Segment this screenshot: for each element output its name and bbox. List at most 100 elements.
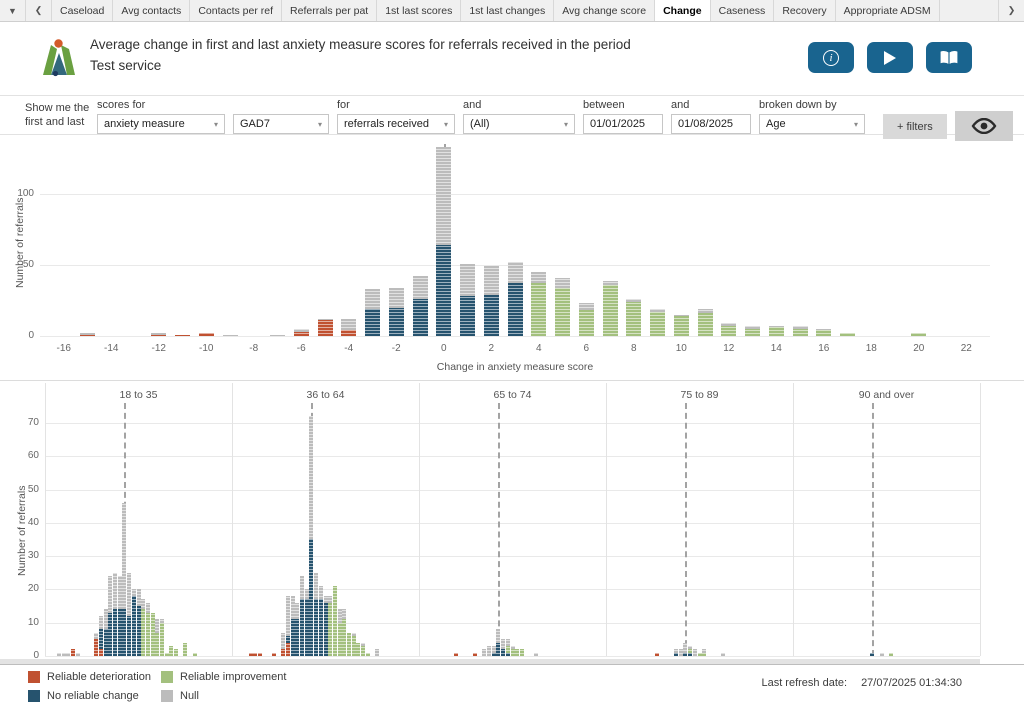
filter-input-5[interactable]: 01/08/2025 (671, 114, 751, 134)
bar-segment-no_change[interactable] (507, 283, 523, 336)
bar-segment-no_change[interactable] (122, 609, 127, 656)
tab-contacts-per-ref[interactable]: Contacts per ref (190, 0, 283, 21)
bar-segment-no_change[interactable] (436, 245, 452, 336)
bar-segment-improvement[interactable] (145, 612, 150, 656)
bar-segment-null[interactable] (602, 280, 618, 285)
bar-segment-improvement[interactable] (150, 612, 155, 656)
bar-segment-null[interactable] (510, 646, 515, 650)
bar-segment-improvement[interactable] (702, 652, 707, 656)
filter-select-3[interactable]: (All) ▾ (463, 114, 575, 134)
bar-segment-null[interactable] (290, 596, 295, 620)
bar-segment-null[interactable] (270, 334, 285, 336)
bar-segment-null[interactable] (318, 586, 323, 600)
bar-segment-no_change[interactable] (505, 652, 510, 656)
bar-segment-improvement[interactable] (745, 328, 760, 336)
bar-segment-null[interactable] (300, 576, 305, 600)
bar-segment-no_change[interactable] (304, 599, 309, 656)
bar-segment-deterioration[interactable] (293, 331, 309, 336)
bar-segment-null[interactable] (388, 287, 404, 308)
tab-caseness[interactable]: Caseness (711, 0, 775, 21)
bar-segment-improvement[interactable] (768, 327, 784, 336)
bar-segment-null[interactable] (501, 639, 506, 650)
bar-segment-no_change[interactable] (491, 652, 496, 656)
bar-segment-no_change[interactable] (99, 629, 104, 650)
bar-segment-deterioration[interactable] (286, 642, 291, 656)
bar-segment-null[interactable] (99, 616, 104, 630)
bar-segment-null[interactable] (341, 318, 357, 331)
bar-segment-null[interactable] (159, 619, 164, 623)
bar-segment-no_change[interactable] (688, 652, 693, 656)
bar-segment-null[interactable] (626, 299, 642, 302)
bar-segment-null[interactable] (113, 572, 118, 610)
bar-segment-null[interactable] (374, 649, 379, 656)
bar-segment-improvement[interactable] (360, 646, 365, 656)
bar-segment-improvement[interactable] (505, 646, 510, 653)
bar-segment-deterioration[interactable] (655, 652, 660, 656)
bar-segment-null[interactable] (281, 632, 286, 650)
bar-segment-no_change[interactable] (108, 612, 113, 656)
bar-segment-no_change[interactable] (483, 294, 499, 336)
info-button[interactable]: i (808, 42, 854, 73)
bar-segment-null[interactable] (141, 599, 146, 610)
bar-segment-improvement[interactable] (155, 632, 160, 656)
bar-segment-null[interactable] (491, 646, 496, 653)
bar-segment-null[interactable] (816, 328, 832, 331)
bar-segment-no_change[interactable] (365, 309, 380, 336)
tab-change[interactable]: Change (655, 0, 711, 21)
bar-segment-improvement[interactable] (515, 649, 520, 656)
bar-segment-deterioration[interactable] (272, 652, 277, 656)
tab-caseload[interactable]: Caseload (52, 0, 114, 21)
tab-avg-change-score[interactable]: Avg change score (554, 0, 656, 21)
bar-segment-null[interactable] (412, 276, 428, 300)
bar-segment-null[interactable] (342, 609, 347, 620)
bar-segment-null[interactable] (673, 314, 689, 317)
bar-segment-null[interactable] (80, 333, 95, 335)
tab-scroll-left-icon[interactable]: ❮ (26, 0, 52, 21)
bar-segment-null[interactable] (482, 649, 487, 656)
bar-segment-null[interactable] (436, 147, 452, 246)
bar-segment-null[interactable] (745, 326, 760, 329)
bar-segment-improvement[interactable] (337, 622, 342, 656)
bar-segment-no_change[interactable] (683, 652, 688, 656)
bar-segment-improvement[interactable] (356, 642, 361, 656)
bar-segment-deterioration[interactable] (248, 652, 253, 656)
bar-segment-null[interactable] (309, 416, 314, 540)
bar-segment-null[interactable] (304, 589, 309, 600)
horizontal-scrollbar[interactable] (0, 659, 980, 664)
bar-segment-null[interactable] (145, 602, 150, 613)
add-filters-button[interactable]: + filters (883, 114, 947, 139)
bar-segment-deterioration[interactable] (175, 334, 190, 336)
bar-segment-deterioration[interactable] (99, 649, 104, 656)
bar-segment-null[interactable] (360, 642, 365, 646)
bar-segment-no_change[interactable] (501, 649, 506, 656)
bar-segment-improvement[interactable] (688, 649, 693, 653)
bar-segment-null[interactable] (317, 318, 333, 321)
tab-menu-dropdown-icon[interactable]: ▼ (0, 0, 26, 21)
bar-segment-null[interactable] (365, 289, 380, 309)
bar-segment-no_change[interactable] (286, 636, 291, 643)
tab-1st-last-changes[interactable]: 1st last changes (461, 0, 555, 21)
bar-segment-null[interactable] (505, 639, 510, 646)
bar-segment-null[interactable] (578, 303, 594, 311)
bar-segment-no_change[interactable] (117, 609, 122, 656)
bar-segment-improvement[interactable] (673, 316, 689, 336)
bar-segment-null[interactable] (483, 266, 499, 295)
filter-select-6[interactable]: Age ▾ (759, 114, 865, 134)
bar-segment-null[interactable] (692, 649, 697, 656)
bar-segment-improvement[interactable] (332, 586, 337, 656)
tab-avg-contacts[interactable]: Avg contacts (113, 0, 191, 21)
view-toggle-button[interactable] (954, 111, 1013, 141)
bar-segment-no_change[interactable] (103, 629, 108, 656)
bar-segment-null[interactable] (286, 596, 291, 636)
tab-recovery[interactable]: Recovery (774, 0, 836, 21)
bar-segment-null[interactable] (697, 309, 713, 314)
bar-segment-deterioration[interactable] (317, 320, 333, 336)
bar-segment-null[interactable] (678, 649, 683, 656)
bar-segment-null[interactable] (222, 334, 238, 336)
bar-segment-improvement[interactable] (650, 311, 665, 336)
tab-scroll-right-icon[interactable]: ❯ (998, 0, 1024, 21)
bar-segment-improvement[interactable] (169, 646, 174, 656)
bar-segment-deterioration[interactable] (80, 334, 95, 336)
bar-segment-null[interactable] (314, 572, 319, 600)
bar-segment-deterioration[interactable] (258, 652, 263, 656)
